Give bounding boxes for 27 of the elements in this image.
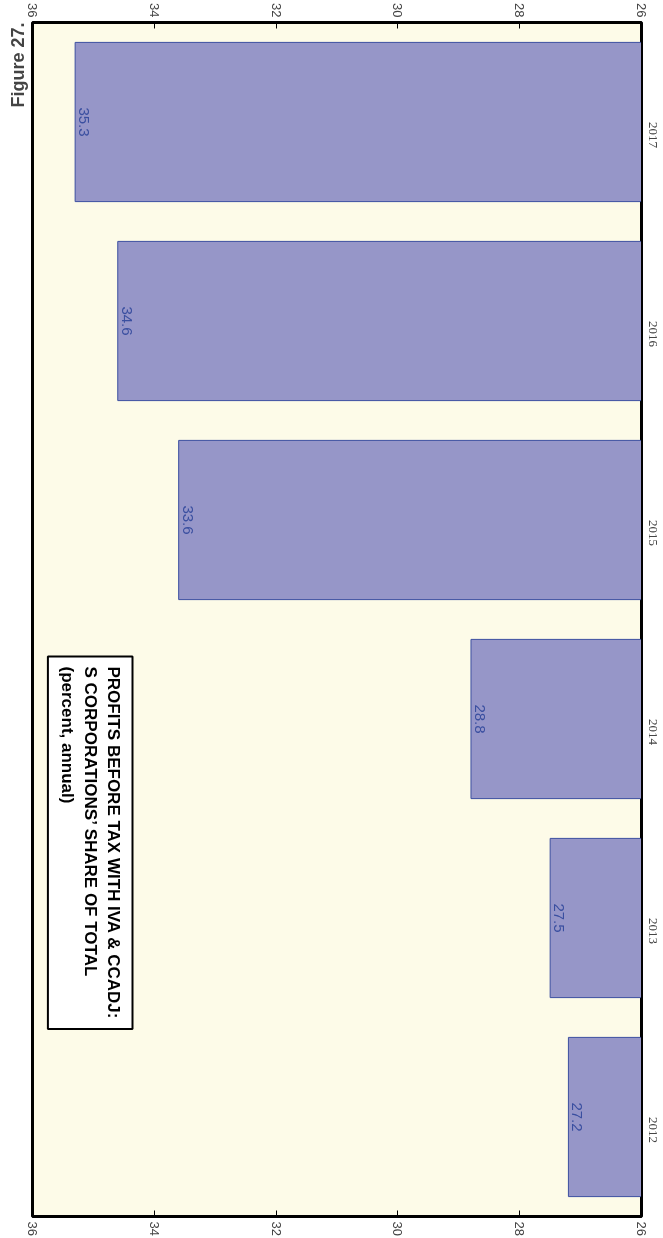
x2-tick-label: 32 bbox=[268, 3, 284, 18]
data-label: 27.5 bbox=[551, 903, 569, 933]
x-tick-label: 28 bbox=[512, 1221, 528, 1236]
x2-tick-label: 30 bbox=[390, 3, 406, 18]
x2-tick-label: 34 bbox=[146, 3, 162, 18]
data-label: 33.6 bbox=[179, 505, 197, 535]
data-label: 35.3 bbox=[76, 107, 94, 137]
x-tick-label: 32 bbox=[268, 1221, 284, 1236]
data-label: 27.2 bbox=[569, 1102, 587, 1132]
y-tick-label: 2012 bbox=[645, 1117, 661, 1143]
y-tick-label: 2014 bbox=[645, 719, 661, 746]
y-tick-label: 2013 bbox=[645, 918, 661, 944]
x-tick-label: 30 bbox=[390, 1221, 406, 1236]
x2-tick-label: 36 bbox=[25, 3, 40, 18]
text: PROFITS BEFORE TAX WITH IVA & CCADJ: S CORPORATIONS’ SHARE OF TOTAL bbox=[80, 666, 123, 1019]
data-label: 28.8 bbox=[471, 704, 489, 734]
x2-tick-label: 28 bbox=[512, 3, 528, 18]
x-tick-label: 36 bbox=[25, 1221, 40, 1236]
x2-tick-label: 26 bbox=[634, 3, 649, 18]
y-tick-label: 2015 bbox=[645, 520, 661, 546]
caption: Figure 27. bbox=[7, 22, 28, 108]
text: (percent, annual) bbox=[57, 666, 77, 804]
x-tick-label: 34 bbox=[146, 1221, 162, 1236]
data-label: 34.6 bbox=[118, 306, 136, 336]
y-tick-label: 2016 bbox=[645, 321, 661, 348]
x-tick-label: 26 bbox=[634, 1221, 649, 1236]
y-tick-label: 2017 bbox=[645, 122, 661, 149]
